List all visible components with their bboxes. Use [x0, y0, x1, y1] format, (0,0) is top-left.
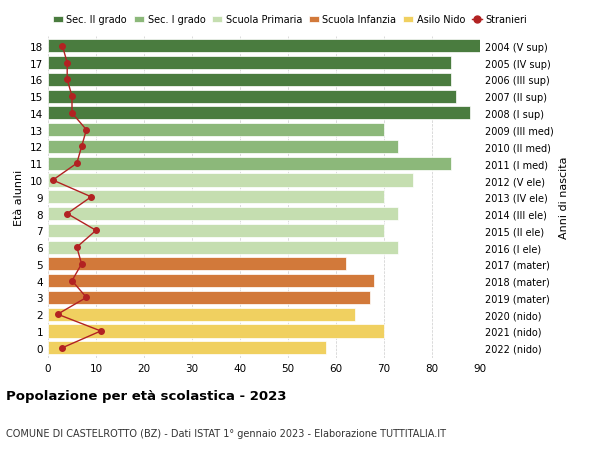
Point — [48, 177, 58, 185]
Point — [72, 160, 82, 168]
Text: COMUNE DI CASTELROTTO (BZ) - Dati ISTAT 1° gennaio 2023 - Elaborazione TUTTITALI: COMUNE DI CASTELROTTO (BZ) - Dati ISTAT … — [6, 428, 446, 438]
Point — [62, 60, 72, 67]
Bar — [48, 191, 384, 204]
Bar — [48, 124, 384, 137]
Bar — [48, 308, 355, 321]
Point — [91, 227, 101, 235]
Point — [62, 210, 72, 218]
Bar — [48, 174, 413, 187]
Point — [67, 93, 77, 101]
Point — [77, 144, 86, 151]
Text: Popolazione per età scolastica - 2023: Popolazione per età scolastica - 2023 — [6, 389, 287, 403]
Bar — [48, 74, 451, 87]
Point — [58, 344, 67, 352]
Bar — [48, 140, 398, 154]
Point — [62, 77, 72, 84]
Bar — [48, 107, 470, 120]
Point — [58, 43, 67, 50]
Bar — [48, 241, 398, 254]
Y-axis label: Anni di nascita: Anni di nascita — [559, 156, 569, 239]
Bar — [48, 40, 480, 53]
Legend: Sec. II grado, Sec. I grado, Scuola Primaria, Scuola Infanzia, Asilo Nido, Stran: Sec. II grado, Sec. I grado, Scuola Prim… — [53, 16, 527, 25]
Point — [82, 294, 91, 302]
Bar — [48, 224, 384, 237]
Point — [77, 261, 86, 268]
Bar — [48, 207, 398, 221]
Point — [67, 110, 77, 118]
Y-axis label: Età alunni: Età alunni — [14, 169, 25, 225]
Bar — [48, 90, 456, 103]
Point — [82, 127, 91, 134]
Bar — [48, 274, 374, 288]
Point — [72, 244, 82, 251]
Point — [86, 194, 96, 201]
Bar — [48, 325, 384, 338]
Bar — [48, 258, 346, 271]
Bar — [48, 291, 370, 304]
Point — [53, 311, 62, 318]
Point — [67, 277, 77, 285]
Bar — [48, 57, 451, 70]
Bar — [48, 157, 451, 170]
Point — [96, 328, 106, 335]
Bar — [48, 341, 326, 354]
